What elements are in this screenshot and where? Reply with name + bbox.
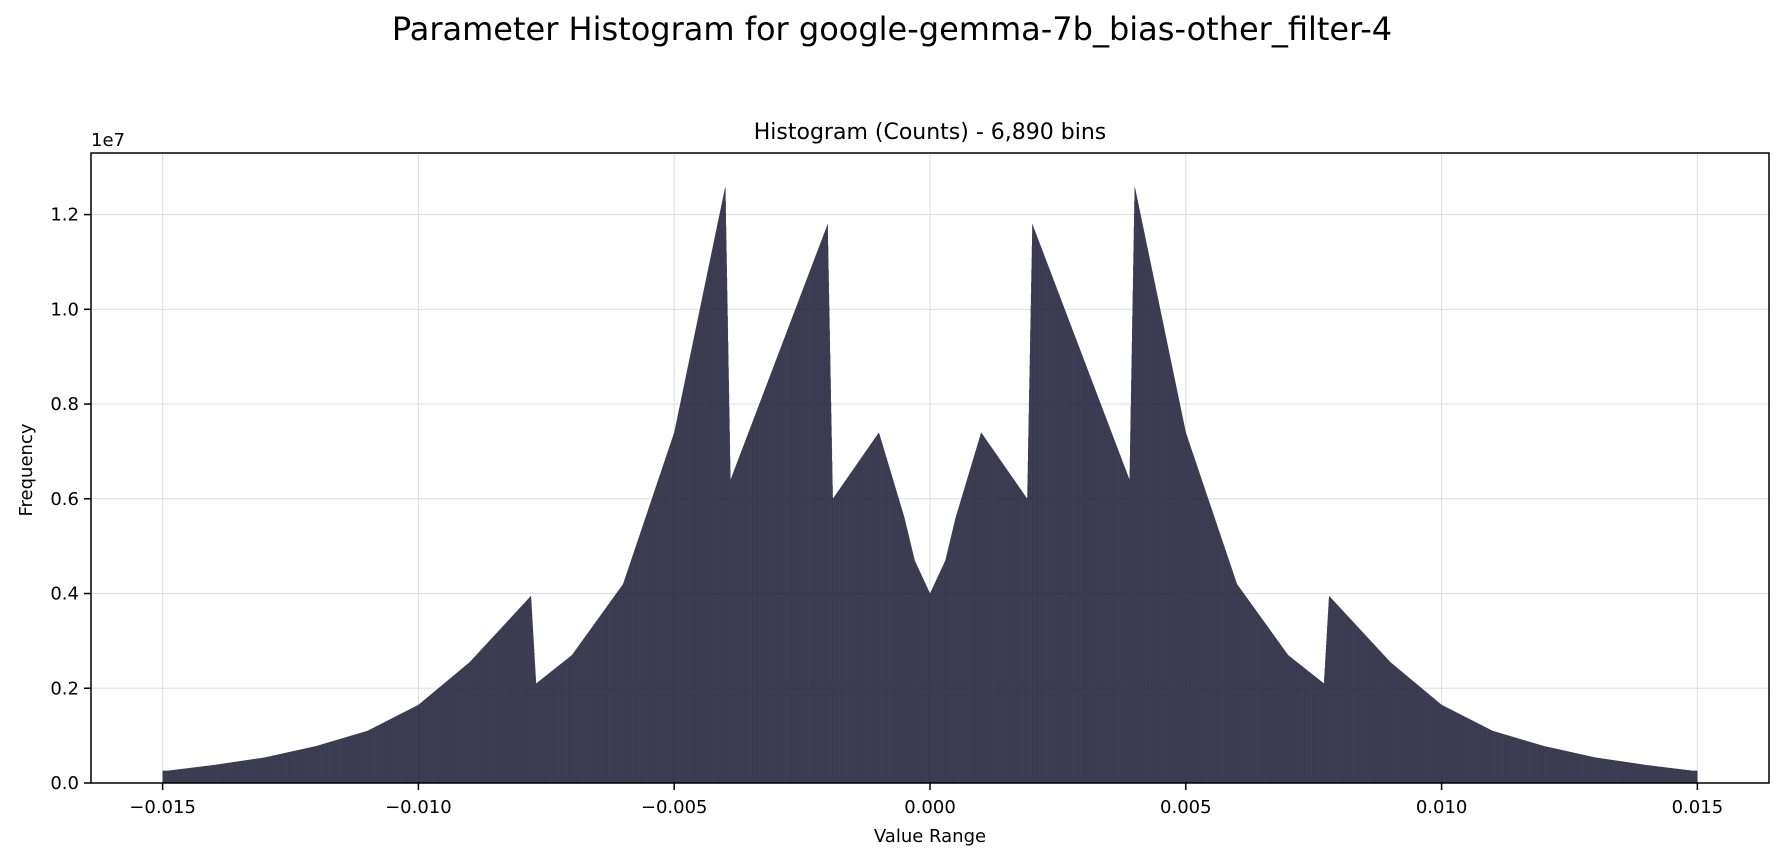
chart-title: Parameter Histogram for google-gemma-7b_… — [392, 10, 1392, 48]
chart-subtitle: Histogram (Counts) - 6,890 bins — [754, 120, 1106, 145]
histogram-bars — [162, 187, 1698, 784]
grid-lines — [91, 153, 1769, 784]
